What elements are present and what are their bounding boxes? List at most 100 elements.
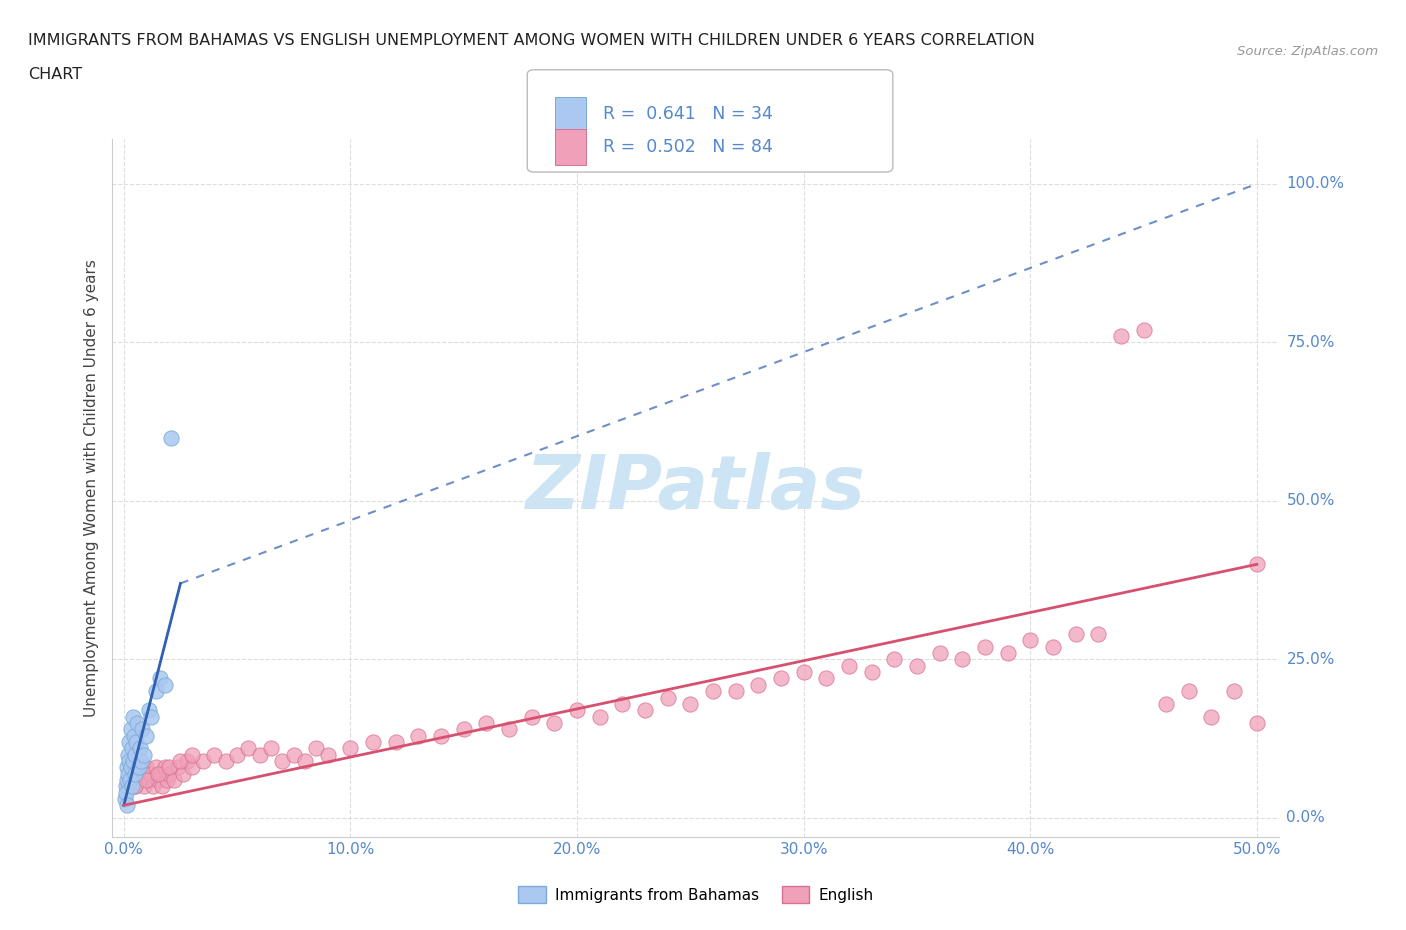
Point — [120, 760, 142, 775]
Point — [1223, 684, 1246, 698]
Point — [769, 671, 792, 686]
Point — [115, 785, 138, 800]
Point — [134, 747, 156, 762]
Point — [122, 728, 145, 743]
Point — [121, 741, 143, 756]
Point — [127, 760, 149, 775]
Point — [1201, 709, 1223, 724]
Point — [117, 766, 139, 781]
Point — [128, 773, 150, 788]
Point — [146, 773, 169, 788]
Point — [124, 747, 146, 762]
Text: Source: ZipAtlas.com: Source: ZipAtlas.com — [1237, 45, 1378, 58]
Point — [271, 753, 294, 768]
Point — [543, 715, 565, 730]
Point — [260, 741, 283, 756]
Point — [249, 747, 271, 762]
Point — [149, 766, 172, 781]
Point — [118, 753, 141, 768]
Point — [153, 677, 176, 692]
Point — [115, 798, 138, 813]
Point — [176, 753, 198, 768]
Point — [131, 722, 153, 737]
Point — [283, 747, 305, 762]
Point — [860, 665, 883, 680]
Point — [142, 778, 165, 793]
Point — [146, 766, 169, 781]
Point — [120, 722, 142, 737]
Point — [1109, 328, 1132, 343]
Point — [191, 753, 214, 768]
Point — [1154, 697, 1177, 711]
Point — [167, 760, 190, 775]
Point — [361, 735, 384, 750]
Point — [139, 766, 162, 781]
Point — [997, 645, 1019, 660]
Point — [121, 778, 143, 793]
Legend: Immigrants from Bahamas, English: Immigrants from Bahamas, English — [512, 880, 880, 910]
Point — [973, 639, 995, 654]
Point — [138, 703, 160, 718]
Point — [180, 747, 202, 762]
Point — [1246, 557, 1268, 572]
Point — [294, 753, 316, 768]
Point — [124, 778, 146, 793]
Point — [838, 658, 860, 673]
Point — [215, 753, 238, 768]
Point — [815, 671, 838, 686]
Text: ZIPatlas: ZIPatlas — [526, 452, 866, 525]
Point — [180, 760, 202, 775]
Point — [122, 753, 145, 768]
Point — [475, 715, 498, 730]
Point — [128, 741, 150, 756]
Point — [120, 773, 142, 788]
Point — [747, 677, 769, 692]
Text: R =  0.502   N = 84: R = 0.502 N = 84 — [603, 138, 773, 156]
Point — [129, 753, 152, 768]
Point — [149, 671, 172, 686]
Point — [163, 773, 186, 788]
Point — [589, 709, 612, 724]
Point — [498, 722, 520, 737]
Y-axis label: Unemployment Among Women with Children Under 6 years: Unemployment Among Women with Children U… — [84, 259, 100, 717]
Point — [114, 791, 136, 806]
Text: 75.0%: 75.0% — [1286, 335, 1334, 350]
Point — [657, 690, 679, 705]
Point — [634, 703, 657, 718]
Point — [612, 697, 634, 711]
Point — [138, 773, 160, 788]
Point — [565, 703, 588, 718]
Point — [408, 728, 430, 743]
Point — [204, 747, 226, 762]
Point — [226, 747, 249, 762]
Point — [305, 741, 328, 756]
Text: 0.0%: 0.0% — [1286, 810, 1326, 826]
Point — [114, 778, 136, 793]
Point — [125, 735, 148, 750]
Text: 25.0%: 25.0% — [1286, 652, 1334, 667]
Point — [139, 709, 162, 724]
Point — [702, 684, 724, 698]
Point — [883, 652, 905, 667]
Point — [124, 778, 146, 793]
Point — [135, 773, 157, 788]
Point — [150, 778, 173, 793]
Point — [153, 760, 176, 775]
Point — [124, 766, 146, 781]
Text: R =  0.641   N = 34: R = 0.641 N = 34 — [603, 105, 773, 124]
Point — [117, 747, 139, 762]
Text: CHART: CHART — [28, 67, 82, 82]
Point — [122, 709, 145, 724]
Point — [679, 697, 702, 711]
Point — [1178, 684, 1201, 698]
Point — [905, 658, 928, 673]
Point — [156, 773, 179, 788]
Point — [1132, 323, 1154, 338]
Point — [135, 760, 157, 775]
Point — [118, 735, 141, 750]
Point — [430, 728, 453, 743]
Point — [724, 684, 747, 698]
Point — [134, 778, 156, 793]
Point — [1019, 633, 1042, 648]
Point — [127, 715, 149, 730]
